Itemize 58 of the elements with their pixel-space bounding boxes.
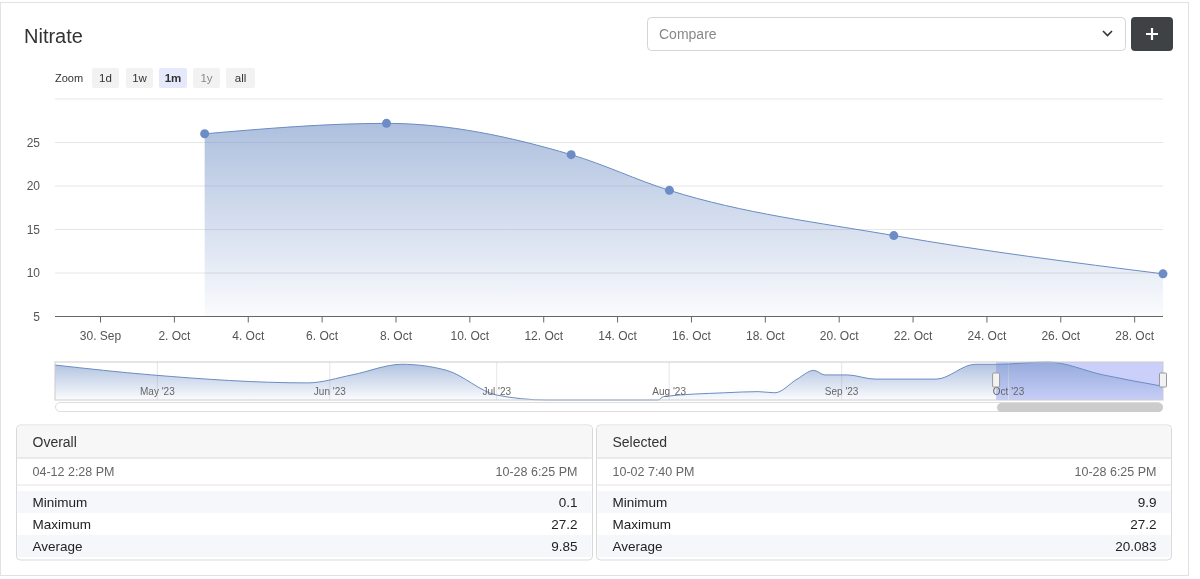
- data-label: 9.85: [551, 539, 578, 554]
- chart-title: Nitrate: [24, 25, 83, 47]
- category-label: Maximum: [612, 517, 672, 532]
- text: 10-28 6:25 PM: [1074, 465, 1157, 479]
- text: Zoom: [55, 72, 84, 84]
- x-tick-label: 20. Oct: [819, 328, 860, 343]
- x-tick-label: 16. Oct: [672, 328, 712, 343]
- data-label: 20.083: [1115, 539, 1157, 554]
- data-label: 27.2: [551, 517, 578, 532]
- x-tick-label: May '23: [140, 386, 176, 397]
- point: [889, 231, 899, 241]
- x-tick-label: 4. Oct: [232, 328, 265, 343]
- zoom-button: 1y: [193, 68, 220, 88]
- text: Overall: [32, 434, 77, 450]
- x-tick-label: 8. Oct: [379, 328, 413, 343]
- category-label: Maximum: [32, 517, 92, 532]
- point: [566, 150, 576, 160]
- point: [382, 118, 391, 128]
- x-tick-label: Jul '23: [482, 386, 512, 397]
- category-label: Average: [612, 539, 663, 554]
- x-tick-label: 28. Oct: [1115, 328, 1155, 343]
- x-tick-label: 30. Sep: [79, 328, 122, 343]
- data-label: 9.9: [1137, 495, 1157, 510]
- y-tick-label: 20: [26, 179, 41, 193]
- zoom-button: 1w: [126, 68, 153, 88]
- x-tick-label: 2. Oct: [158, 328, 192, 343]
- zoom-button: 1m: [159, 68, 187, 88]
- x-tick-label: Oct '23: [992, 386, 1025, 397]
- x-tick-label: 24. Oct: [967, 328, 1007, 343]
- text: Selected: [612, 434, 667, 450]
- category-label: Average: [32, 539, 83, 554]
- zoom-button: all: [226, 68, 255, 88]
- text: 10-02 7:40 PM: [612, 465, 695, 479]
- x-tick-label: Aug '23: [652, 386, 687, 397]
- text: 04-12 2:28 PM: [32, 465, 115, 479]
- zoom-button: 1d: [92, 68, 119, 88]
- data-label: 0.1: [558, 495, 578, 510]
- x-tick-label: Jun '23: [313, 386, 347, 397]
- y-tick-label: 25: [26, 135, 41, 150]
- y-tick-label: 15: [26, 222, 41, 237]
- compare-dropdown: Compare: [647, 17, 1126, 51]
- text: 10-28 6:25 PM: [495, 465, 578, 479]
- x-tick-label: 12. Oct: [524, 328, 564, 343]
- x-tick-label: 22. Oct: [893, 328, 934, 343]
- point: [664, 185, 674, 195]
- x-tick-label: 14. Oct: [598, 328, 638, 343]
- category-label: Minimum: [32, 495, 88, 510]
- x-tick-label: 10. Oct: [450, 328, 490, 343]
- point: [1158, 269, 1168, 279]
- data-label: 27.2: [1130, 517, 1157, 532]
- point: [200, 129, 210, 139]
- x-tick-label: 6. Oct: [306, 328, 339, 343]
- x-tick-label: 18. Oct: [745, 328, 786, 343]
- x-tick-label: 26. Oct: [1041, 328, 1081, 343]
- y-tick-label: 5: [33, 309, 41, 324]
- category-label: Minimum: [612, 495, 668, 510]
- x-tick-label: Sep '23: [824, 386, 859, 397]
- y-tick-label: 10: [26, 266, 41, 280]
